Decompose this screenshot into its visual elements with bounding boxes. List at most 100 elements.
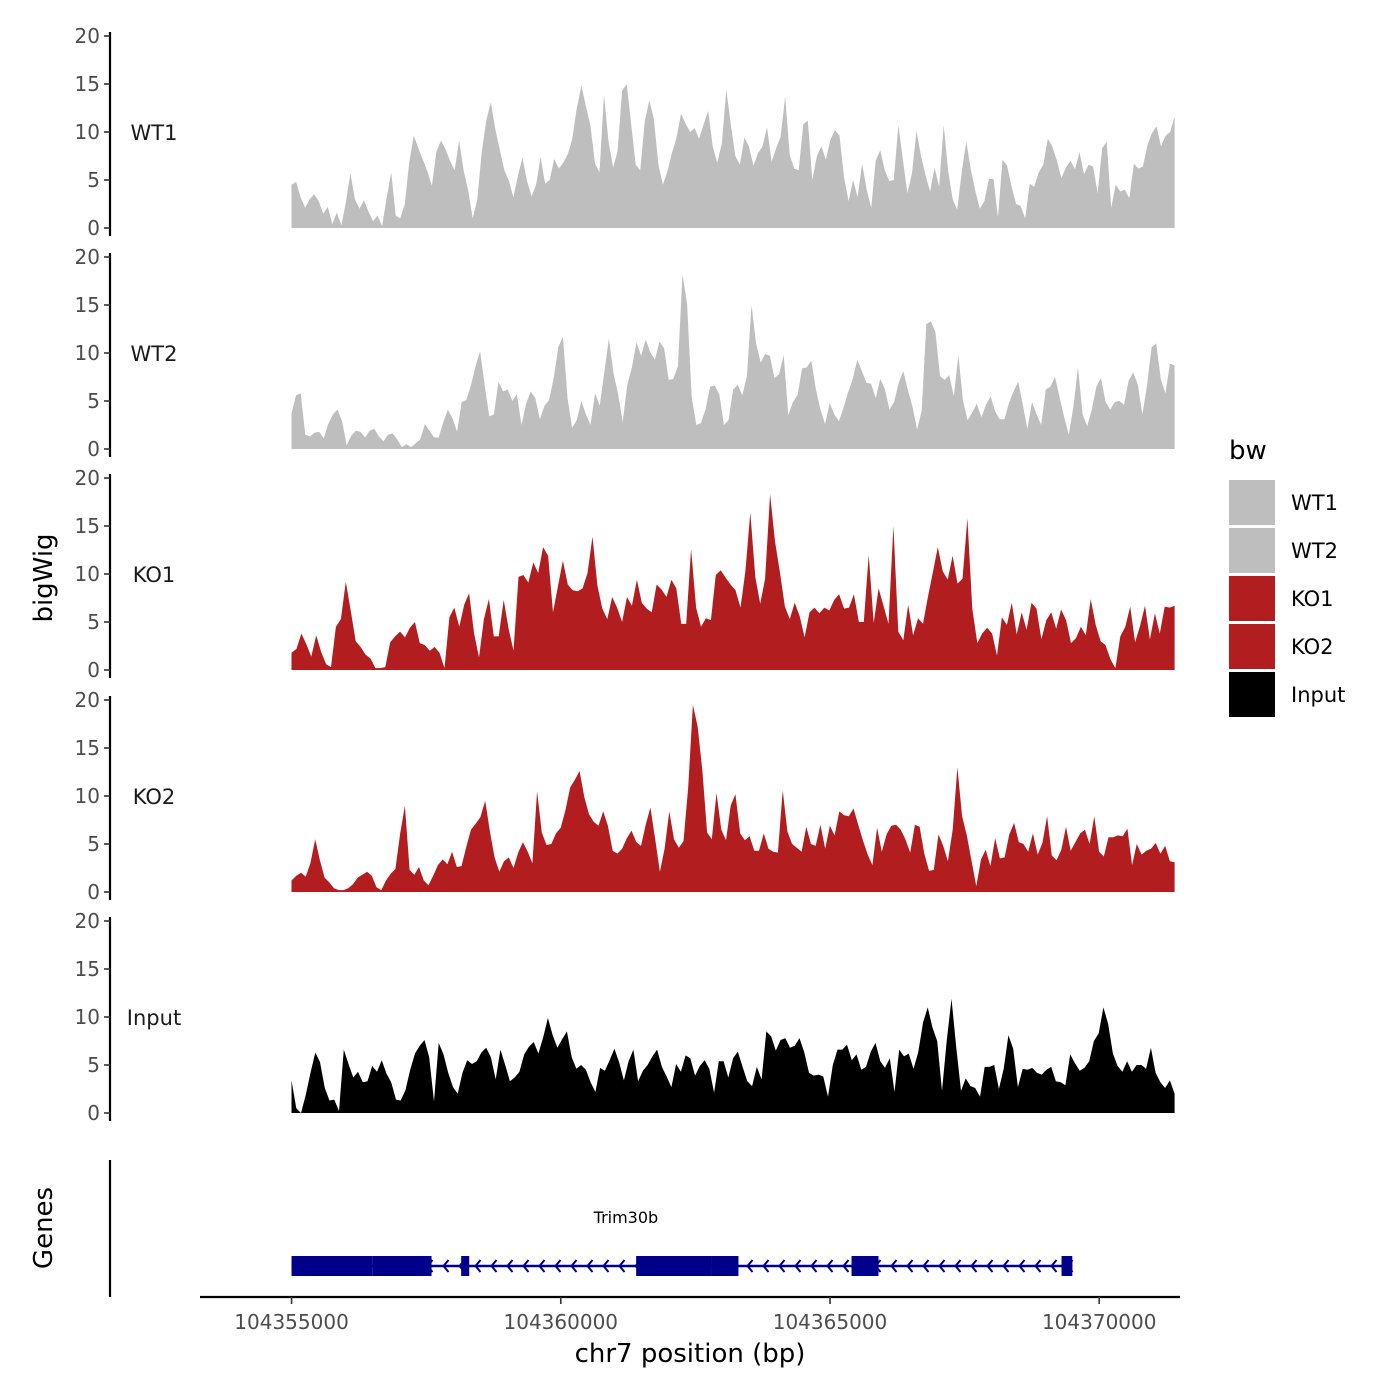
x-axis: 104355000 104360000 104365000 104370000 <box>200 1295 1180 1334</box>
gene-utr <box>291 1261 295 1271</box>
strand-arrow <box>986 1259 994 1273</box>
signal-area-ko2 <box>291 704 1175 892</box>
signal-area-ko1 <box>291 494 1175 670</box>
x-tick-label: 104370000 <box>1042 1310 1157 1334</box>
track-panel-ko2: 0 5 10 15 20 KO2 <box>75 688 1175 904</box>
genes-track: Trim30b <box>108 1160 1074 1297</box>
strand-arrow <box>586 1259 594 1273</box>
legend-label: KO2 <box>1291 635 1334 659</box>
x-axis-title: chr7 position (bp) <box>575 1339 806 1369</box>
gene-exon <box>461 1256 470 1276</box>
gene-exon <box>711 1256 739 1276</box>
gene-utr <box>1069 1261 1073 1271</box>
legend-label: WT1 <box>1291 491 1338 515</box>
strand-arrow <box>746 1259 754 1273</box>
signal-tracks: 0 5 10 15 20 WT1 0 5 10 15 20 WT2 0 5 10 15 20 KO1 0 5 10 15 2… <box>75 24 1175 1125</box>
legend-item-wt1: WT1 <box>1229 480 1338 525</box>
legend-swatch <box>1229 528 1275 573</box>
strand-arrow <box>1002 1259 1010 1273</box>
strand-arrow <box>442 1259 450 1273</box>
track-label-ko1: KO1 <box>133 563 176 587</box>
track-panel-ko1: 0 5 10 15 20 KO1 <box>75 466 1175 682</box>
strand-arrow <box>1034 1259 1042 1273</box>
strand-arrow <box>810 1259 818 1273</box>
legend-item-ko2: KO2 <box>1229 624 1334 669</box>
strand-arrow <box>1018 1259 1026 1273</box>
y-tick-label: 15 <box>75 293 100 317</box>
strand-arrow <box>954 1259 962 1273</box>
strand-arrow <box>890 1259 898 1273</box>
legend-swatch <box>1229 672 1275 717</box>
y-tick-label: 10 <box>75 562 100 586</box>
y-tick-label: 5 <box>87 168 100 192</box>
strand-arrow <box>602 1259 610 1273</box>
gene-exon <box>372 1256 432 1276</box>
strand-arrow <box>1050 1259 1058 1273</box>
strand-arrow <box>778 1259 786 1273</box>
strand-arrow <box>538 1259 546 1273</box>
y-tick-label: 10 <box>75 1005 100 1029</box>
x-tick-label: 104365000 <box>773 1310 888 1334</box>
strand-arrow <box>474 1259 482 1273</box>
y-tick-label: 0 <box>87 880 100 904</box>
y-tick-label: 20 <box>75 24 100 48</box>
y-tick-label: 20 <box>75 466 100 490</box>
strand-arrow <box>842 1259 850 1273</box>
strand-arrow <box>922 1259 930 1273</box>
strand-arrow <box>618 1259 626 1273</box>
y-tick-label: 10 <box>75 120 100 144</box>
y-tick-label: 0 <box>87 658 100 682</box>
y-tick-label: 15 <box>75 72 100 96</box>
y-tick-label: 15 <box>75 514 100 538</box>
signal-area-wt2 <box>291 274 1175 449</box>
strand-arrow <box>554 1259 562 1273</box>
y-tick-label: 0 <box>87 216 100 240</box>
signal-area-input <box>291 998 1175 1113</box>
strand-arrow <box>570 1259 578 1273</box>
strand-arrow <box>906 1259 914 1273</box>
y-tick-label: 5 <box>87 610 100 634</box>
legend-item-input: Input <box>1229 672 1345 717</box>
y-tick-label: 5 <box>87 389 100 413</box>
x-tick-label: 104360000 <box>504 1310 619 1334</box>
y-tick-label: 5 <box>87 832 100 856</box>
gene-exon <box>636 1256 712 1276</box>
legend: bw WT1 WT2 KO1 KO2 Input <box>1229 436 1345 717</box>
y-tick-label: 5 <box>87 1053 100 1077</box>
track-label-input: Input <box>127 1006 181 1030</box>
legend-item-wt2: WT2 <box>1229 528 1338 573</box>
strand-arrow <box>794 1259 802 1273</box>
gene-exon <box>291 1256 373 1276</box>
track-label-wt2: WT2 <box>131 342 178 366</box>
y-tick-label: 10 <box>75 341 100 365</box>
y-tick-label: 15 <box>75 957 100 981</box>
y-tick-label: 0 <box>87 1101 100 1125</box>
strand-arrow <box>506 1259 514 1273</box>
legend-label: KO1 <box>1291 587 1334 611</box>
gene-name-label: Trim30b <box>593 1208 659 1227</box>
legend-label: Input <box>1291 683 1345 707</box>
legend-swatch <box>1229 624 1275 669</box>
y-axis-title-genes: Genes <box>29 1187 59 1269</box>
y-tick-label: 20 <box>75 245 100 269</box>
legend-title: bw <box>1229 436 1267 466</box>
y-tick-label: 20 <box>75 688 100 712</box>
strand-arrow <box>970 1259 978 1273</box>
strand-arrow <box>762 1259 770 1273</box>
y-tick-label: 10 <box>75 784 100 808</box>
legend-label: WT2 <box>1291 539 1338 563</box>
track-panel-wt1: 0 5 10 15 20 WT1 <box>75 24 1175 240</box>
x-tick-label: 104355000 <box>234 1310 349 1334</box>
y-tick-label: 15 <box>75 736 100 760</box>
legend-item-ko1: KO1 <box>1229 576 1334 621</box>
y-axis-title-bigwig: bigWig <box>29 533 59 622</box>
strand-arrow <box>490 1259 498 1273</box>
strand-arrow <box>522 1259 530 1273</box>
y-tick-label: 0 <box>87 437 100 461</box>
track-label-wt1: WT1 <box>131 121 178 145</box>
gene-exon <box>851 1256 879 1276</box>
signal-area-wt1 <box>291 84 1175 228</box>
y-tick-label: 20 <box>75 909 100 933</box>
